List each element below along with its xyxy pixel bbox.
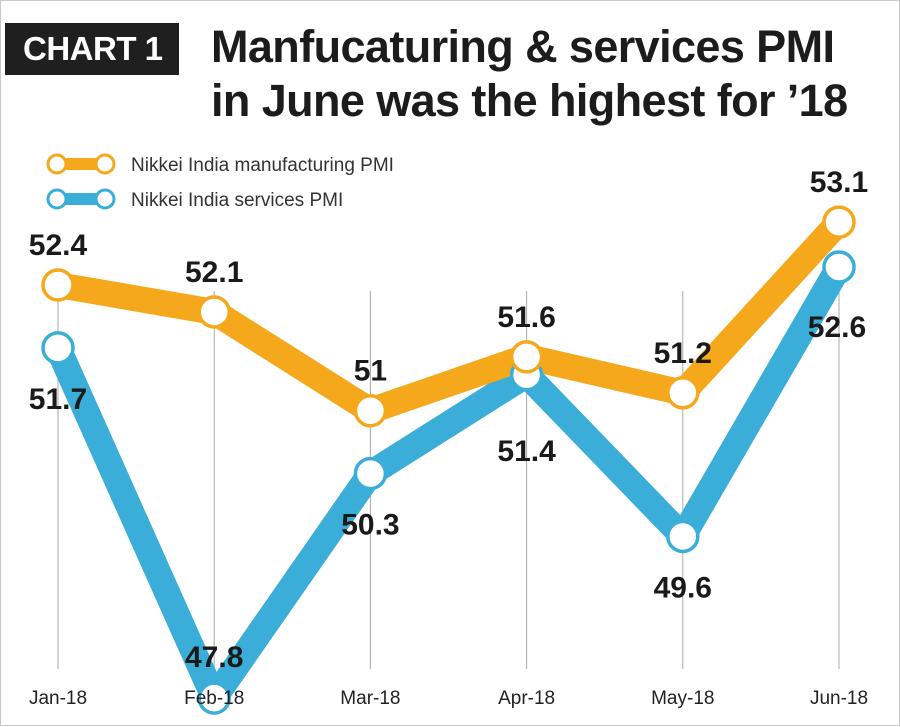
services-point — [41, 331, 75, 365]
manufacturing-data-label: 51 — [354, 355, 387, 388]
manufacturing-point — [509, 340, 544, 374]
legend-swatch-marker — [94, 188, 116, 210]
x-tick-label: Jan-18 — [29, 688, 87, 709]
x-axis-ticks: Jan-18 Feb-18 Mar-18 Apr-18 May-18 Jun-18 — [29, 688, 868, 709]
services-data-label: 47.8 — [185, 641, 243, 674]
manufacturing-data-label: 52.4 — [29, 229, 88, 262]
legend-label: Nikkei India manufacturing PMI — [131, 155, 394, 176]
legend-swatch-marker — [46, 153, 68, 175]
services-point — [666, 519, 700, 554]
chart-title-line-1: Manfucaturing & services PMI — [211, 21, 835, 72]
manufacturing-point — [822, 205, 856, 239]
legend: Nikkei India manufacturing PMI Nikkei Ind… — [46, 153, 394, 211]
gridlines — [57, 291, 840, 669]
series-line-manufacturing — [45, 209, 852, 424]
manufacturing-data-label: 51.2 — [654, 337, 712, 370]
services-point — [822, 250, 856, 284]
manufacturing-point — [666, 376, 700, 410]
services-point — [353, 456, 388, 491]
chart-title-line-2: in June was the highest for ’18 — [211, 75, 848, 126]
services-data-label: 51.7 — [29, 383, 87, 416]
x-tick-label: May-18 — [651, 688, 714, 709]
chart-number-badge: CHART 1 — [5, 23, 179, 75]
services-data-label: 51.4 — [497, 435, 556, 468]
legend-swatch-marker — [46, 188, 68, 210]
x-tick-label: Mar-18 — [340, 688, 400, 709]
manufacturing-point — [41, 268, 75, 302]
data-labels: 52.4 52.1 51 51.6 51.2 53.1 51.7 47.8 50.3 51.4 49… — [29, 166, 868, 674]
manufacturing-data-label: 51.6 — [497, 301, 555, 334]
services-data-label: 49.6 — [654, 571, 712, 604]
series-lines — [45, 209, 852, 712]
legend-label: Nikkei India services PMI — [131, 190, 343, 211]
x-tick-label: Jun-18 — [810, 688, 868, 709]
data-points — [41, 205, 856, 715]
legend-swatch-marker — [94, 153, 116, 175]
manufacturing-point — [197, 295, 231, 329]
x-tick-label: Feb-18 — [184, 688, 244, 709]
manufacturing-data-label: 53.1 — [810, 166, 868, 199]
series-line-services — [45, 254, 852, 712]
services-point — [197, 681, 231, 715]
services-data-label: 52.6 — [808, 311, 866, 344]
x-tick-label: Apr-18 — [498, 688, 555, 709]
services-data-label: 50.3 — [341, 509, 399, 542]
manufacturing-point — [353, 393, 388, 428]
manufacturing-data-label: 52.1 — [185, 256, 243, 289]
